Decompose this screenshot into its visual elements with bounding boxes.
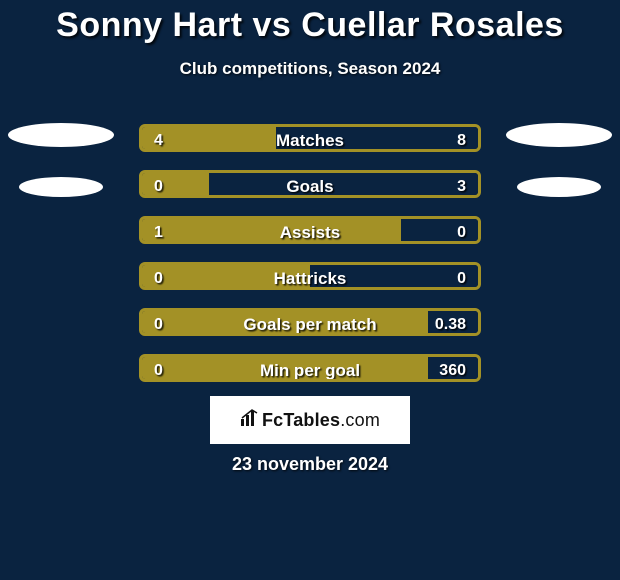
player-right-avatar-placeholder <box>506 123 612 147</box>
stat-bar-right-fill <box>401 219 478 241</box>
stat-bar-right-fill <box>209 173 478 195</box>
stat-bar-left-fill <box>142 173 209 195</box>
stat-bar: 0 Hattricks 0 <box>139 262 481 290</box>
branding-text: FcTables.com <box>262 410 380 431</box>
chart-icon <box>240 409 260 432</box>
stat-bar: 4 Matches 8 <box>139 124 481 152</box>
player-left-avatars <box>8 123 114 197</box>
stat-bar-left-fill <box>142 127 276 149</box>
stat-bar-left-fill <box>142 219 401 241</box>
page-title: Sonny Hart vs Cuellar Rosales <box>0 0 620 45</box>
stat-bar: 1 Assists 0 <box>139 216 481 244</box>
date-label: 23 november 2024 <box>0 454 620 475</box>
stat-bar-track <box>142 219 478 241</box>
stat-bar-right-fill <box>310 265 478 287</box>
stat-bar-left-fill <box>142 311 428 333</box>
player-right-avatars <box>506 123 612 197</box>
stat-bar-track <box>142 357 478 379</box>
team-right-badge-placeholder <box>517 177 601 197</box>
stat-bar-left-fill <box>142 357 428 379</box>
stat-bar-track <box>142 265 478 287</box>
stat-bar-right-fill <box>428 311 478 333</box>
stat-bar-track <box>142 127 478 149</box>
stat-bar-left-fill <box>142 265 310 287</box>
branding-suffix: .com <box>340 410 380 430</box>
stat-bar-right-fill <box>276 127 478 149</box>
stat-bar-track <box>142 311 478 333</box>
branding-badge: FcTables.com <box>210 396 410 444</box>
comparison-infographic: Sonny Hart vs Cuellar Rosales Club compe… <box>0 0 620 580</box>
stat-bar-right-fill <box>428 357 478 379</box>
team-left-badge-placeholder <box>19 177 103 197</box>
branding-name: FcTables <box>262 410 340 430</box>
stat-bar: 0 Goals per match 0.38 <box>139 308 481 336</box>
stat-bars: 4 Matches 8 0 Goals 3 1 Assists 0 <box>139 124 481 400</box>
stat-bar: 0 Goals 3 <box>139 170 481 198</box>
player-left-avatar-placeholder <box>8 123 114 147</box>
page-subtitle: Club competitions, Season 2024 <box>0 59 620 79</box>
stat-bar-track <box>142 173 478 195</box>
stat-bar: 0 Min per goal 360 <box>139 354 481 382</box>
